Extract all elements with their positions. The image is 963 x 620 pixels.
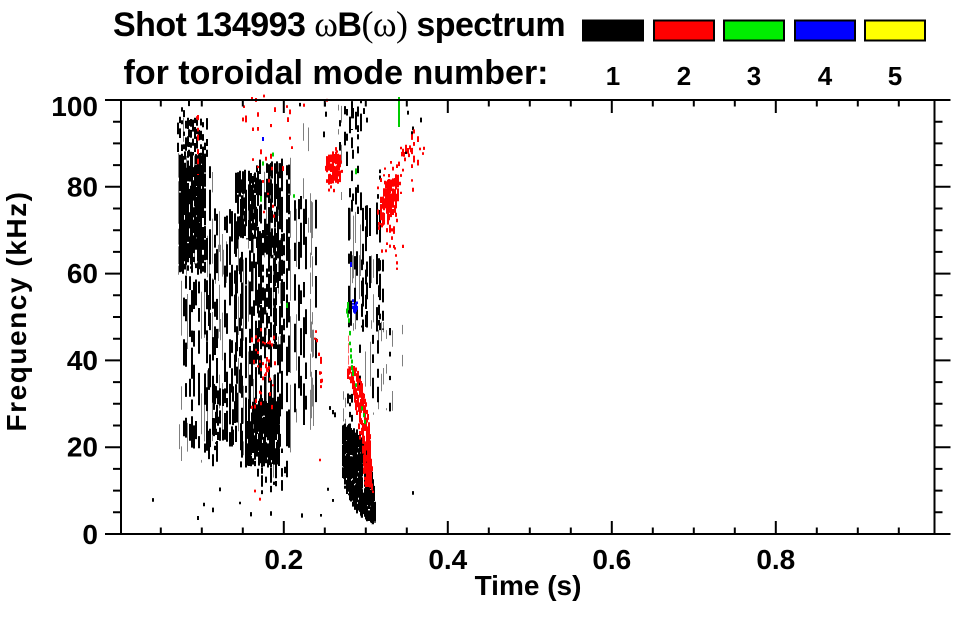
svg-text:0.2: 0.2 [264, 544, 303, 575]
svg-text:4: 4 [818, 61, 833, 91]
svg-text:20: 20 [67, 432, 98, 463]
svg-text:5: 5 [888, 61, 902, 91]
svg-text:0.4: 0.4 [428, 544, 467, 575]
svg-text:Frequency (kHz): Frequency (kHz) [1, 190, 32, 431]
svg-text:Time (s): Time (s) [475, 570, 582, 601]
svg-text:0: 0 [82, 519, 98, 550]
svg-text:80: 80 [67, 171, 98, 202]
svg-text:for toroidal mode number:: for toroidal mode number: [124, 54, 549, 92]
svg-text:1: 1 [606, 61, 620, 91]
svg-text:0.8: 0.8 [756, 544, 795, 575]
svg-text:100: 100 [51, 91, 98, 122]
svg-text:3: 3 [747, 61, 761, 91]
svg-text:0.6: 0.6 [592, 544, 631, 575]
svg-text:2: 2 [677, 61, 691, 91]
svg-text:40: 40 [67, 345, 98, 376]
svg-text:60: 60 [67, 258, 98, 289]
svg-text:Shot 134993 ωB(ω) spectrum: Shot 134993 ωB(ω) spectrum [113, 4, 565, 44]
